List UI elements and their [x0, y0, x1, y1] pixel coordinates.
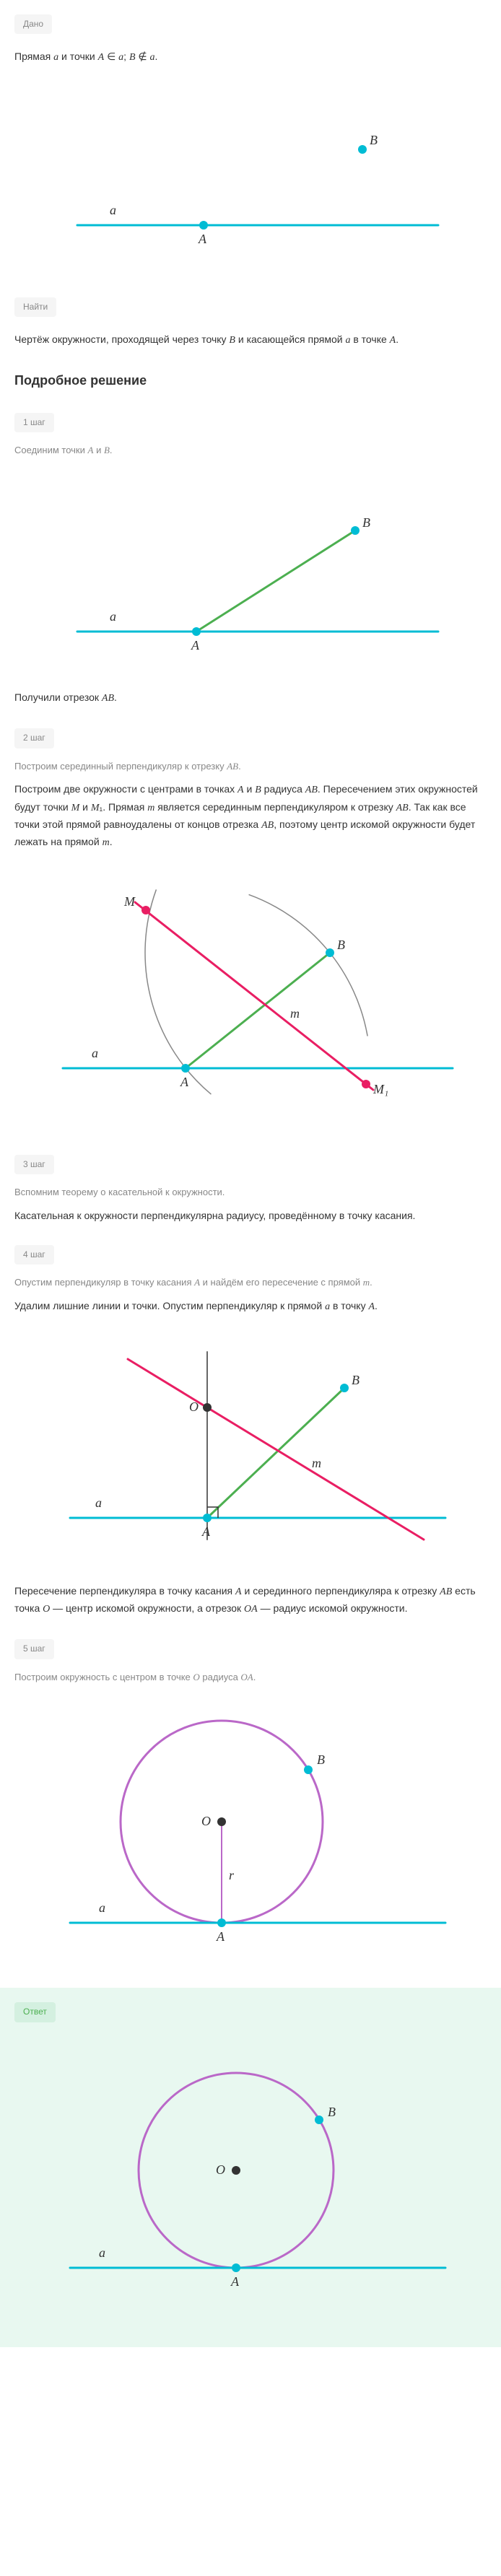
svg-text:A: A [191, 638, 200, 652]
svg-text:B: B [370, 133, 378, 147]
svg-text:m: m [290, 1006, 300, 1021]
step4-text1: Удалим лишние линии и точки. Опустим пер… [14, 1298, 487, 1315]
diagram-4-perpendicular: a m A B O [0, 1330, 501, 1568]
svg-text:B: B [362, 515, 370, 530]
step5-subtitle: Построим окружность с центром в точке O … [14, 1670, 487, 1685]
step3-text: Касательная к окружности перпендикулярна… [14, 1208, 487, 1223]
find-label: Найти [14, 297, 56, 317]
step1-subtitle: Соединим точки A и B. [14, 443, 487, 458]
svg-text:A: A [216, 1929, 225, 1944]
svg-text:B: B [337, 938, 345, 952]
step3-subtitle: Вспомним теорему о касательной к окружно… [14, 1185, 487, 1200]
svg-text:B: B [328, 2105, 336, 2119]
step4-label: 4 шаг [14, 1245, 54, 1265]
find-text: Чертёж окружности, проходящей через точк… [14, 331, 487, 349]
svg-text:O: O [201, 1814, 211, 1828]
svg-text:m: m [312, 1456, 321, 1470]
step4-text2: Пересечение перпендикуляра в точку касан… [14, 1583, 487, 1618]
svg-text:a: a [99, 1900, 105, 1915]
svg-text:A: A [201, 1524, 211, 1539]
step5-label: 5 шаг [14, 1639, 54, 1659]
svg-text:A: A [230, 2274, 240, 2289]
step4-subtitle: Опустим перпендикуляр в точку касания A … [14, 1275, 487, 1291]
answer-label: Ответ [14, 2002, 56, 2022]
svg-text:a: a [110, 203, 116, 217]
svg-text:B: B [352, 1373, 360, 1387]
diagram-3-perpbisector: a m A B M M₁ [0, 866, 501, 1126]
given-label: Дано [14, 14, 52, 34]
svg-text:O: O [189, 1400, 199, 1414]
step2-text: Построим две окружности с центрами в точ… [14, 781, 487, 852]
svg-text:a: a [110, 609, 116, 624]
diagram-1-given: a A B [0, 81, 501, 268]
svg-text:a: a [99, 2245, 105, 2260]
step2-label: 2 шаг [14, 728, 54, 748]
svg-text:B: B [317, 1752, 325, 1767]
step1-label: 1 шаг [14, 413, 54, 432]
step3-label: 3 шаг [14, 1155, 54, 1174]
given-text: Прямая a и точки A ∈ a; B ∉ a. [14, 48, 487, 66]
diagram-2-segment: a A B [0, 473, 501, 675]
svg-text:A: A [180, 1075, 189, 1089]
svg-text:a: a [92, 1046, 98, 1060]
answer-section: Ответ a A B O [0, 1988, 501, 2346]
svg-text:r: r [229, 1868, 235, 1882]
svg-text:M: M [123, 894, 136, 909]
svg-text:A: A [198, 232, 207, 246]
step1-result: Получили отрезок AB. [14, 689, 487, 707]
solution-heading: Подробное решение [14, 370, 487, 391]
diagram-6-answer: a A B O [0, 2044, 501, 2318]
diagram-5-circle: a r A B O [0, 1699, 501, 1973]
step2-subtitle: Построим серединный перпендикуляр к отре… [14, 759, 487, 774]
svg-text:O: O [216, 2162, 225, 2177]
svg-text:a: a [95, 1496, 102, 1510]
svg-text:M₁: M₁ [373, 1082, 388, 1096]
